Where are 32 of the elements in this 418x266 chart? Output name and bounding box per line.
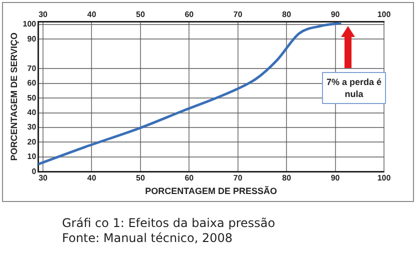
- y-tick-label: 0: [32, 166, 37, 176]
- text: Gráfi co 1: Efeitos da baixa pressão: [62, 216, 276, 231]
- x-tick-label: 30: [38, 174, 48, 183]
- y-axis-title: PORCENTAGEM DE SERVIÇO: [8, 32, 19, 161]
- y-tick-label: 60: [27, 78, 37, 88]
- x2-tick-label: 80: [282, 10, 292, 20]
- line-series: [38, 22, 342, 166]
- x-tick-label: 50: [136, 174, 146, 183]
- x2-tick-label: 60: [184, 10, 194, 20]
- x2-tick-label: 40: [87, 10, 97, 20]
- y-tick-label: 70: [27, 64, 37, 73]
- y-tick-label: 90: [27, 34, 37, 44]
- x2-tick-label: 30: [38, 10, 48, 20]
- x-tick-label: 80: [282, 174, 292, 183]
- y-tick-label: 20: [27, 137, 37, 146]
- x2-tick-label: 50: [136, 10, 146, 20]
- x-tick-label: 90: [330, 174, 340, 183]
- x2-tick-label: 100: [377, 10, 392, 20]
- x-tick-label: 70: [233, 174, 243, 183]
- y-tick-label: 50: [27, 93, 37, 102]
- y-tick-label: 10: [27, 152, 37, 162]
- source-note: Fonte: Manual técnico, 2008: [62, 231, 234, 246]
- x2-tick-label: 70: [233, 10, 243, 20]
- y-tick-label: 40: [27, 108, 37, 117]
- annotation: 7% a perda é nula: [322, 72, 386, 104]
- x-tick-label: 100: [377, 174, 392, 183]
- y-tick-label: 100: [22, 20, 37, 29]
- x-tick-label: 60: [184, 174, 194, 183]
- y-tick-label: 30: [27, 122, 37, 132]
- x-axis-title: PORCENTAGEM DE PRESSÃO: [145, 185, 278, 196]
- x2-tick-label: 90: [330, 10, 340, 20]
- x-tick-label: 40: [87, 174, 97, 183]
